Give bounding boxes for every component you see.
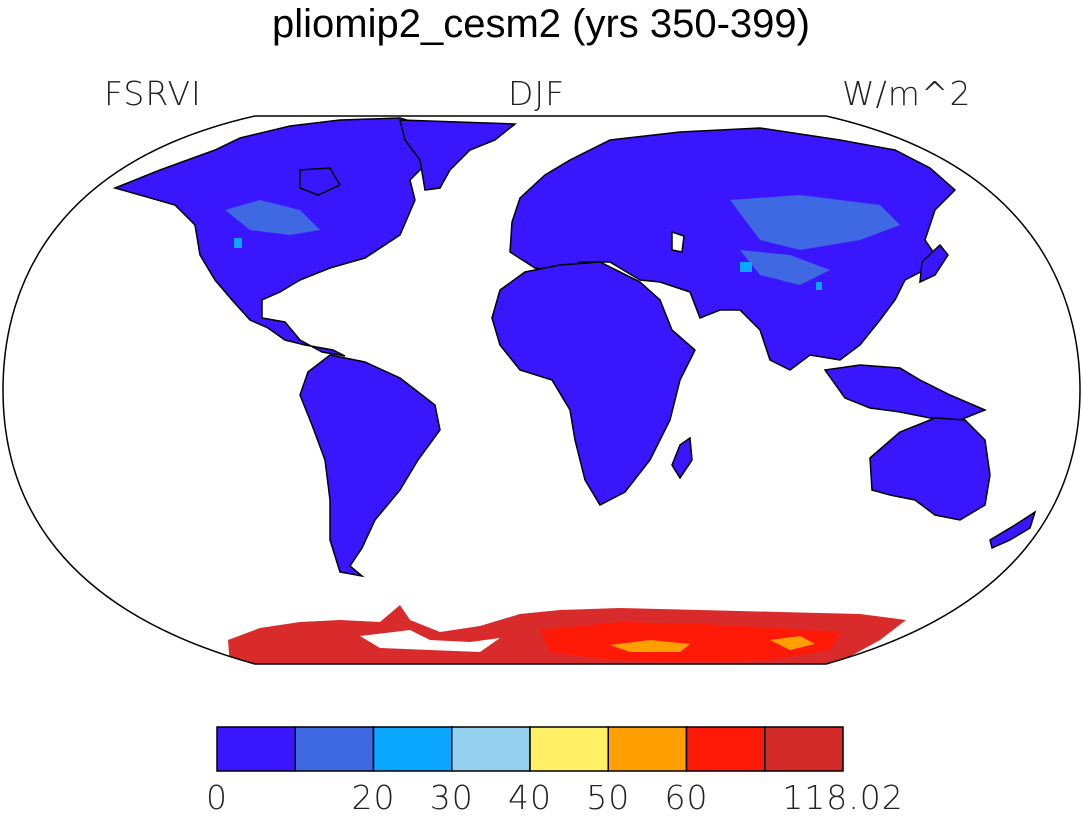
colorbar-swatch-6 [685,726,766,772]
caspian-sea [671,230,685,253]
colorbar-swatch-5 [607,726,688,772]
colorbar-tick-5: 60 [664,778,709,817]
maritime-asia-region [823,364,987,421]
season-label: DJF [508,74,566,113]
point-patch-2 [740,262,752,272]
units-label: W/m^2 [842,74,972,113]
colorbar-swatch-0 [216,726,296,772]
antarctica-peak-zone [610,640,690,652]
point-patch-1 [234,238,242,248]
new-zealand-region [989,510,1037,550]
colorbar-tick-4: 50 [586,778,631,817]
south-america-region [299,354,441,578]
colorbar-swatch-3 [451,726,531,772]
globe-border [2,115,1081,665]
australia-region [869,417,991,521]
antarctica-peak-zone-2 [770,636,815,650]
north-america-region [112,117,441,357]
tibet-patch [730,195,900,250]
colorbar-swatch-7 [764,726,844,772]
madagascar-region [671,436,693,480]
colorbar-swatch-1 [294,726,375,772]
himalaya-patch [740,250,830,285]
colorbar-swatch-4 [529,726,609,772]
antarctica-ice-shelf-gap [360,630,500,652]
colorbar-tick-6: 118.02 [782,778,904,817]
antarctica-high-zone [540,622,840,662]
hudson-bay [299,167,342,196]
colorbar-tick-0: 0 [206,778,228,817]
colorbar-tick-2: 30 [429,778,474,817]
eurasia-region [509,127,957,371]
colorbar [216,726,844,772]
map-title: pliomip2_cesm2 (yrs 350-399) [271,2,810,46]
japan-region [919,243,949,284]
point-patch-3 [816,282,822,290]
variable-label: FSRVI [104,74,202,113]
greenland-region [399,119,518,191]
colorbar-swatch-2 [372,726,453,772]
colorbar-tick-1: 20 [351,778,396,817]
africa-region [491,261,696,506]
colorbar-tick-3: 40 [508,778,552,817]
rockies-patch [225,200,320,235]
